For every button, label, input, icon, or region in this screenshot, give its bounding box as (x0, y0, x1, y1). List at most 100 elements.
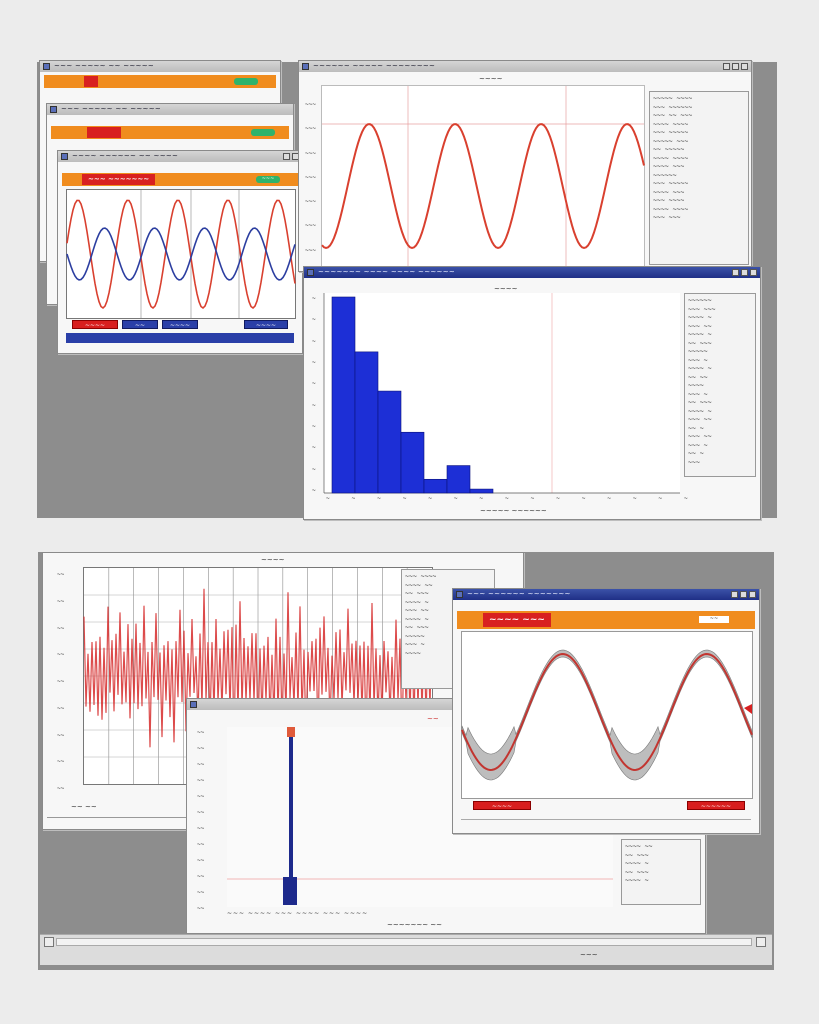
app-icon (302, 63, 309, 70)
axis-tick-label: ~~ (57, 597, 65, 605)
axis-tick-label: ~~~ (305, 125, 316, 133)
maximize-icon[interactable] (740, 591, 747, 598)
bottom-button-2[interactable]: ~~ (122, 320, 158, 329)
panel-line: ~~~ ~~~~ (653, 196, 685, 204)
panel-line: ~~~~ ~~ (625, 842, 653, 850)
axis-tick-label: ~ (312, 295, 316, 302)
left-button[interactable]: ~~~~ (473, 801, 531, 810)
axis-tick-label: ~~ (57, 678, 65, 685)
orange-window[interactable]: ~~~ ~~~~~~ ~~~~~~~ ~~~~ ~~~ ~~ ~~~~ ~~~~… (452, 588, 760, 834)
histogram-bar (354, 351, 379, 494)
scroll-right-icon[interactable] (756, 937, 766, 947)
panel-line: ~~~~ ~ (405, 614, 429, 623)
axis-tick-label: ~ (312, 359, 316, 366)
app-icon (456, 591, 463, 598)
app-icon (50, 106, 57, 113)
panel-line: ~~~~~~ (688, 296, 712, 304)
panel-line: ~~~~ ~~~~ (653, 204, 689, 213)
axis-tick-label: ~~ (57, 758, 65, 766)
panel-line: ~~~~ ~ (405, 597, 429, 606)
maximize-icon[interactable] (732, 63, 739, 70)
axis-tick-label: ~ (326, 495, 330, 502)
bottom-button-4[interactable]: ~~~~ (244, 320, 288, 329)
axis-tick-label: ~~ (57, 731, 65, 739)
histogram-text-panel: ~~~~~~ ~~~ ~~~ ~~~~ ~ ~~~ ~~ ~~~~ ~ ~~ ~~~ ~~~… (684, 293, 756, 477)
axis-tick-label: ~ (479, 495, 484, 502)
plot-caption: ~~~~ (479, 75, 503, 83)
panel-line: ~~~~~ ~~~ (653, 136, 689, 145)
axis-tick-label: ~ (658, 495, 663, 502)
app-icon (61, 153, 68, 160)
maximize-icon[interactable] (741, 269, 748, 276)
axis-tick-label: ~~ (57, 624, 65, 632)
title-bar[interactable]: ~~~~~~~ ~~~~ ~~~~ ~~~~~~ (304, 267, 760, 278)
header-badge (234, 78, 258, 85)
axis-tick-label: ~ (377, 495, 381, 502)
window-header: ~~~ ~~~~~~~ ~~~ (62, 173, 298, 186)
axis-tick-label: ~~ (197, 745, 205, 752)
histogram-window[interactable]: ~~~~~~~ ~~~~ ~~~~ ~~~~~~ ~~~~ ~ ~ ~ ~ ~ ~ ~ ~ ~ ~… (303, 266, 761, 520)
axis-tick-label: ~ (402, 495, 407, 502)
panel-line: ~~~ ~~ (688, 432, 712, 440)
title-bar[interactable]: ~~~~ ~~~~~~ ~~ ~~~~ (58, 151, 302, 162)
axis-tick-label: ~ (312, 465, 316, 473)
title-bar[interactable]: ~~~ ~~~~~ ~~ ~~~~~ (40, 61, 280, 72)
header-label: ~~~ ~~~~~~~ (82, 174, 156, 185)
axis-tick-label: ~ (632, 495, 637, 502)
footer-bar (461, 819, 751, 828)
title-bar[interactable] (187, 699, 705, 710)
horizontal-scrollbar[interactable] (56, 938, 752, 946)
axis-tick-label: ~ (312, 444, 316, 452)
histogram-bar (400, 431, 425, 494)
panel-line: ~~~~ ~~~ (653, 187, 685, 196)
axis-tick-label: ~~ (57, 571, 65, 578)
panel-line: ~~ ~~~ (688, 398, 712, 406)
minimize-icon[interactable] (283, 153, 290, 160)
window-title: ~~~~~~ ~~~~~ ~~~~~~~~ (313, 62, 436, 70)
axis-tick-label: ~~ (197, 889, 205, 896)
panel-line: ~~ ~~~ (405, 623, 429, 631)
axis-tick-label: ~ (581, 495, 586, 502)
title-bar[interactable]: ~~~ ~~~~~~ ~~~~~~~ (453, 589, 759, 600)
panel-line: ~~ ~~~ (625, 850, 649, 859)
axis-tick-label: ~~~ (305, 101, 316, 108)
panel-line: ~~~~~~ (653, 170, 677, 179)
axis-tick-label: ~ (312, 401, 316, 409)
window-title: ~~~~~~~ ~~~~ ~~~~ ~~~~~~ (318, 268, 456, 276)
front-signal-window[interactable]: ~~~~ ~~~~~~ ~~ ~~~~ ~~~ ~~~~~~~ ~~~ ~~~~… (57, 150, 303, 354)
panel-line: ~~ ~ (688, 449, 704, 457)
minimize-icon[interactable] (732, 269, 739, 276)
panel-line: ~~~~ ~ (625, 876, 649, 884)
right-button[interactable]: ~~~~~~ (687, 801, 745, 810)
sine-plot-svg (321, 86, 645, 266)
axis-tick-label: ~ (505, 495, 509, 502)
title-bar[interactable]: ~~~~~~ ~~~~~ ~~~~~~~~ (299, 61, 751, 72)
panel-line: ~~~ ~ (688, 440, 708, 449)
blue-series-line (66, 227, 296, 281)
minimize-icon[interactable] (723, 63, 730, 70)
small-text-panel: ~~~~ ~~ ~~ ~~~ ~~~~ ~ ~~ ~~~ ~~~~ ~ (621, 839, 701, 905)
axis-tick-label: ~~~ (305, 149, 316, 157)
panel-line: ~~~~~ (405, 631, 425, 640)
close-icon[interactable] (741, 63, 748, 70)
title-bar[interactable]: ~~~ ~~~~~ ~~ ~~~~~ (47, 104, 293, 115)
close-icon[interactable] (749, 591, 756, 598)
panel-line: ~~~ ~~ (688, 415, 712, 423)
axis-tick-label: ~ (312, 316, 316, 324)
axis-tick-label: ~~ (197, 905, 205, 912)
close-icon[interactable] (750, 269, 757, 276)
axis-tick-label: ~~ (197, 793, 205, 800)
panel-line: ~~~~ ~ (625, 859, 649, 867)
minimize-icon[interactable] (731, 591, 738, 598)
bottom-button-1[interactable]: ~~~~ (72, 320, 118, 329)
axis-tick-label: ~~ (57, 785, 65, 792)
histogram-bar (446, 465, 471, 494)
axis-tick-label: ~~~ (305, 246, 316, 254)
panel-line: ~~~~ ~~ (405, 580, 433, 589)
plot-caption: ~~~~ (261, 556, 285, 564)
panel-line: ~~ ~~~ (405, 589, 429, 597)
scroll-left-icon[interactable] (44, 937, 54, 947)
bottom-button-3[interactable]: ~~~~ (162, 320, 198, 329)
status-text: ~~~ (580, 951, 598, 959)
sine-window[interactable]: ~~~~~~ ~~~~~ ~~~~~~~~ ~~~~ ~~~ ~~~ ~~~ ~~~ ~… (298, 60, 752, 272)
